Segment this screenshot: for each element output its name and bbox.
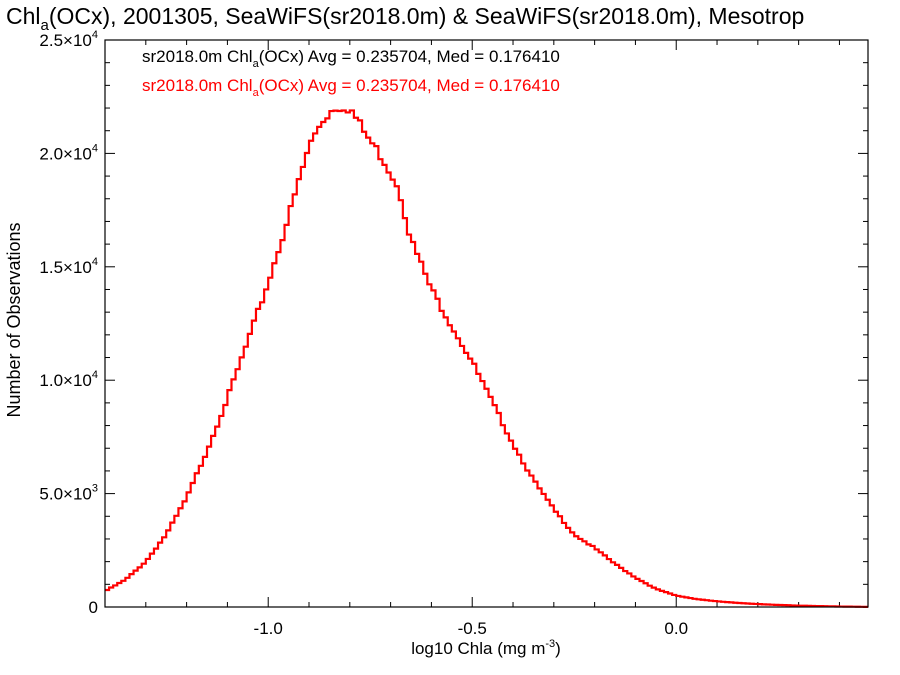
chart-title: Chla(OCx), 2001305, SeaWiFS(sr2018.0m) &… bbox=[6, 3, 804, 34]
x-tick-label: -1.0 bbox=[254, 619, 283, 638]
x-tick-label: -0.5 bbox=[458, 619, 487, 638]
legend-entry-1: sr2018.0m Chla(OCx) Avg = 0.235704, Med … bbox=[142, 47, 560, 70]
series-layer bbox=[105, 109, 868, 608]
y-tick-label: 5.0×103 bbox=[39, 483, 98, 504]
y-tick-label: 1.5×104 bbox=[39, 256, 98, 277]
y-tick-label: 2.0×104 bbox=[39, 142, 98, 163]
legend-entry-2: sr2018.0m Chla(OCx) Avg = 0.235704, Med … bbox=[142, 76, 560, 99]
series-0-line bbox=[105, 109, 868, 608]
y-axis-label: Number of Observations bbox=[4, 222, 24, 417]
y-tick-label: 2.5×104 bbox=[39, 29, 98, 50]
y-tick-label: 1.0×104 bbox=[39, 369, 98, 390]
plot-frame bbox=[104, 39, 869, 608]
axis-ticks: -1.0 -0.5 0.0 0 5.0×103 1.0×104 1.5×104 2.0×104… bbox=[39, 29, 868, 638]
y-tick-label: 0 bbox=[89, 598, 98, 617]
x-tick-label: 0.0 bbox=[664, 619, 688, 638]
x-axis-label: log10 Chla (mg m-3) bbox=[411, 638, 561, 658]
